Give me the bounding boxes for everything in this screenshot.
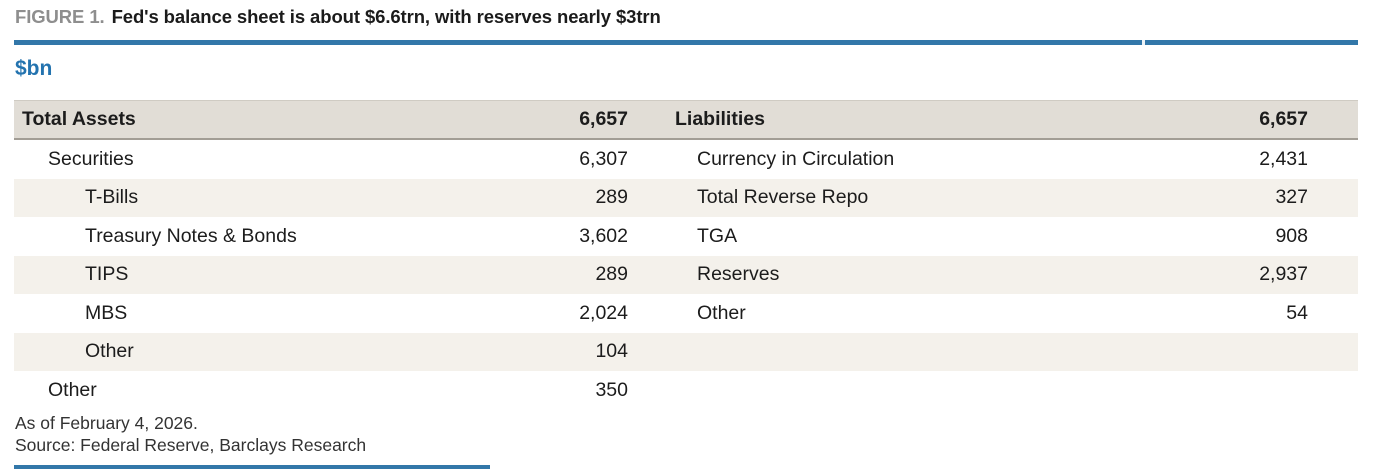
liability-value: 2,937 [1259, 263, 1308, 286]
asset-label: Securities [48, 147, 134, 170]
asset-value: 3,602 [579, 224, 628, 247]
liability-label: Currency in Circulation [697, 147, 895, 170]
figure-number-label: FIGURE 1. [15, 6, 105, 27]
asset-value: 350 [595, 378, 628, 401]
balance-sheet-table: Total Assets 6,657 Liabilities 6,657 Sec… [14, 100, 1358, 410]
table-row: Securities 6,307 Currency in Circulation… [14, 140, 1358, 179]
asset-label: TIPS [85, 263, 129, 286]
bottom-divider-rule [14, 465, 490, 469]
table-row: Treasury Notes & Bonds 3,602 TGA 908 [14, 217, 1358, 256]
source-note: Source: Federal Reserve, Barclays Resear… [15, 435, 367, 455]
liabilities-header: Liabilities 6,657 [661, 108, 1358, 131]
figure-heading: Fed's balance sheet is about $6.6trn, wi… [111, 6, 661, 27]
table-row: Other 104 [14, 332, 1358, 371]
asset-value: 289 [595, 186, 628, 209]
liability-value: 54 [1286, 301, 1308, 324]
table-row: T-Bills 289 Total Reverse Repo 327 [14, 178, 1358, 217]
liability-value: 327 [1275, 186, 1308, 209]
asset-value: 104 [595, 340, 628, 363]
top-divider-rule-seam [1142, 40, 1145, 45]
asset-value: 289 [595, 263, 628, 286]
assets-header-label: Total Assets [22, 108, 136, 130]
figure-title-row: FIGURE 1. Fed's balance sheet is about $6… [15, 6, 1358, 28]
top-divider-rule [14, 40, 1358, 45]
liability-label: Other [697, 301, 746, 324]
liability-label: Total Reverse Repo [697, 186, 869, 209]
liability-value: 2,431 [1259, 147, 1308, 170]
table-row: TIPS 289 Reserves 2,937 [14, 255, 1358, 294]
table-row: MBS 2,024 Other 54 [14, 294, 1358, 333]
asset-label: MBS [85, 301, 128, 324]
table-row: Other 350 [14, 371, 1358, 410]
table-header-row: Total Assets 6,657 Liabilities 6,657 [14, 100, 1358, 140]
as-of-note: As of February 4, 2026. [15, 413, 198, 433]
assets-header-value: 6,657 [579, 108, 628, 130]
asset-label: Other [48, 378, 97, 401]
unit-label: $bn [15, 57, 53, 80]
figure-footnotes: As of February 4, 2026. Source: Federal … [15, 412, 366, 456]
asset-label: T-Bills [85, 186, 139, 209]
liability-value: 908 [1275, 224, 1308, 247]
asset-value: 6,307 [579, 147, 628, 170]
liabilities-header-label: Liabilities [675, 108, 765, 130]
asset-label: Treasury Notes & Bonds [85, 224, 297, 247]
assets-header: Total Assets 6,657 [14, 108, 628, 131]
liability-label: Reserves [697, 263, 780, 286]
asset-value: 2,024 [579, 301, 628, 324]
liabilities-header-value: 6,657 [1259, 108, 1308, 130]
asset-label: Other [85, 340, 134, 363]
liability-label: TGA [697, 224, 738, 247]
